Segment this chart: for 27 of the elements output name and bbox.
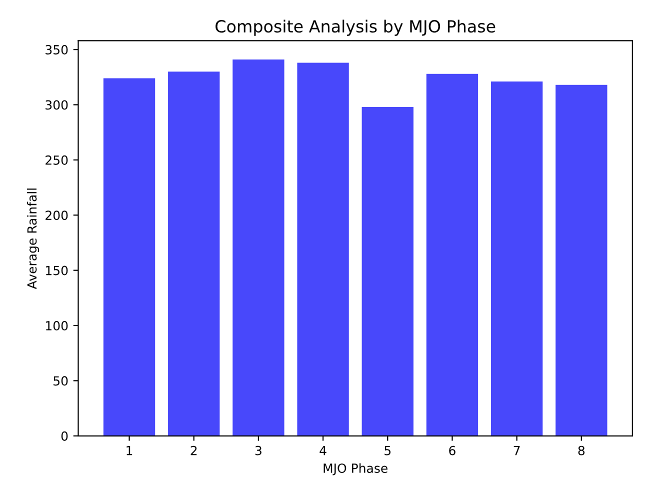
y-tick-label: 350: [46, 45, 68, 54]
chart-title: Composite Analysis by MJO Phase: [216, 20, 496, 36]
bar: [103, 78, 156, 436]
x-tick-label: 7: [514, 446, 520, 456]
y-tick-label: 250: [46, 155, 68, 165]
x-tick-label: 3: [255, 446, 262, 456]
bar: [556, 84, 608, 436]
y-tick-label: 100: [46, 320, 68, 330]
x-axis-title: MJO Phase: [324, 463, 388, 476]
x-tick-label: 6: [449, 446, 456, 456]
x-tick-label: 1: [126, 446, 132, 456]
bar: [426, 74, 478, 436]
x-tick-label: 4: [320, 446, 326, 456]
x-tick-label: 2: [190, 446, 197, 456]
y-axis-title: Average Rainfall: [27, 188, 40, 290]
y-tick-label: 150: [46, 266, 68, 276]
bar: [297, 62, 349, 436]
y-tick-label: 0: [61, 431, 68, 441]
bar: [362, 106, 414, 436]
y-tick-label: 50: [54, 376, 68, 386]
bar: [490, 82, 543, 436]
y-tick-label: 300: [46, 100, 68, 110]
bar: [232, 59, 284, 436]
bar: [168, 72, 220, 436]
x-tick-label: 8: [578, 446, 585, 456]
x-tick-label: 5: [384, 446, 391, 456]
y-tick-label: 200: [46, 210, 68, 220]
